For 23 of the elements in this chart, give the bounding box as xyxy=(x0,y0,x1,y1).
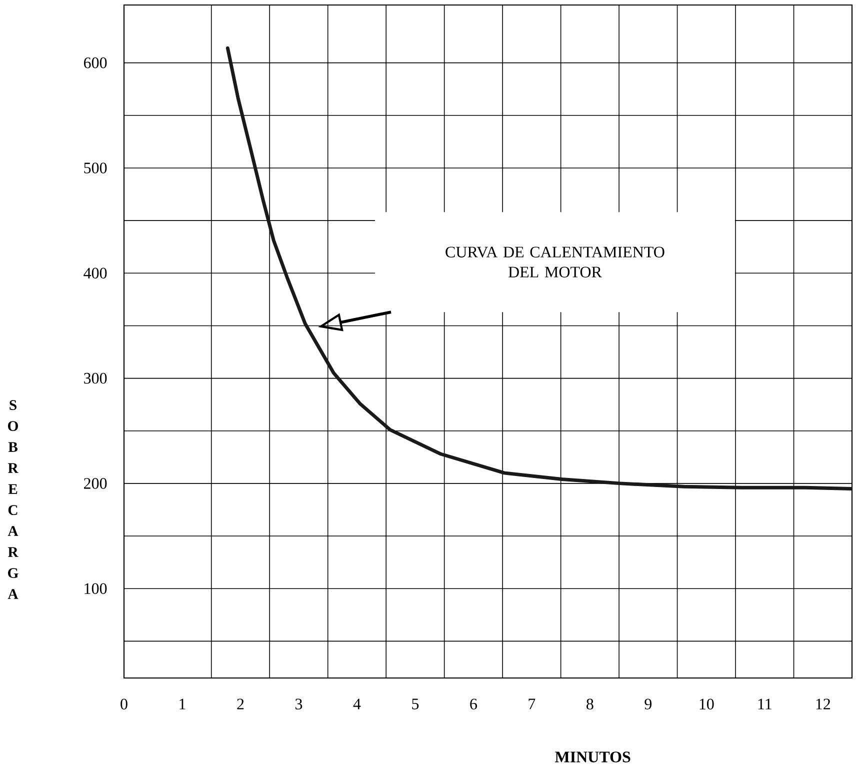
x-tick-label: 8 xyxy=(586,698,594,710)
x-tick-label: 12 xyxy=(816,698,830,710)
x-axis-title: MINUTOS xyxy=(555,752,630,762)
annotation: CURVA DE CALENTAMIENTO DEL MOTOR xyxy=(446,246,664,278)
y-tick-label: 200 xyxy=(84,478,107,489)
y-tick-label: 600 xyxy=(84,57,107,68)
x-tick-label: 7 xyxy=(528,698,536,710)
x-tick-label: 3 xyxy=(296,698,302,710)
y-tick-label: 400 xyxy=(84,268,107,279)
y-tick-label: 100 xyxy=(84,583,107,594)
x-tick-label: 2 xyxy=(237,698,244,710)
x-tick-label: 5 xyxy=(412,698,419,710)
x-tick-label: 0 xyxy=(120,698,128,710)
x-tick-label: 1 xyxy=(180,698,186,710)
y-tick-label: 500 xyxy=(84,162,107,174)
text: SOBRECARGA xyxy=(8,400,18,599)
x-tick-label: 9 xyxy=(644,698,652,710)
x-tick-label: 6 xyxy=(470,698,477,710)
line-series xyxy=(226,46,852,490)
x-tick-label: 4 xyxy=(353,698,361,710)
x-tick-label: 10 xyxy=(700,698,714,710)
x-tick-label: 11 xyxy=(758,698,772,710)
y-tick-label: 300 xyxy=(84,372,107,384)
